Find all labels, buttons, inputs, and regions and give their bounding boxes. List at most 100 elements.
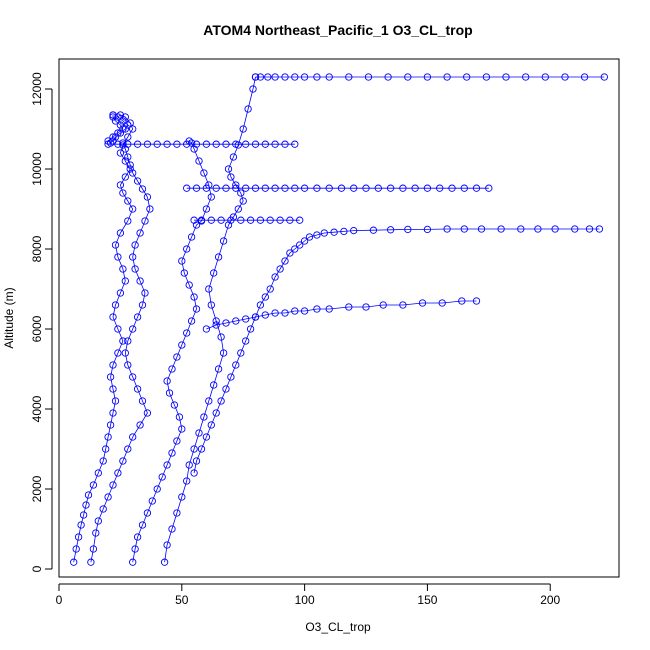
data-point — [180, 269, 188, 277]
data-point — [296, 241, 304, 249]
data-point — [192, 305, 201, 313]
data-point — [219, 349, 228, 357]
data-point — [124, 197, 132, 205]
data-point — [436, 184, 444, 192]
data-point — [138, 301, 147, 309]
data-point — [210, 381, 218, 389]
data-point — [222, 140, 230, 148]
data-point — [239, 197, 247, 205]
data-point — [183, 329, 191, 337]
data-point — [141, 289, 149, 297]
data-point — [178, 341, 186, 349]
data-point — [350, 184, 358, 192]
data-point — [119, 457, 127, 465]
data-point — [217, 216, 225, 224]
data-point — [119, 189, 127, 197]
data-point — [242, 184, 250, 192]
data-point — [463, 73, 471, 81]
data-point — [192, 140, 201, 148]
data-point — [251, 313, 260, 321]
data-point — [99, 505, 107, 513]
data-point — [202, 433, 211, 441]
data-point — [138, 521, 147, 529]
data-point — [300, 73, 309, 81]
data-point — [340, 227, 348, 236]
data-point — [585, 225, 594, 233]
data-point — [87, 558, 95, 566]
data-point — [281, 73, 289, 81]
data-point — [261, 140, 269, 148]
y-tick-label: 2000 — [30, 475, 44, 502]
data-point — [281, 309, 289, 317]
data-point — [242, 337, 250, 345]
x-tick-label: 100 — [295, 593, 315, 607]
data-point — [229, 153, 238, 161]
data-point — [497, 225, 505, 233]
data-point — [173, 509, 181, 517]
data-point — [143, 509, 152, 517]
data-point — [200, 413, 208, 421]
data-point — [126, 119, 134, 127]
plot-frame — [58, 58, 620, 578]
data-point — [291, 73, 299, 81]
data-point — [133, 533, 142, 541]
data-point — [330, 228, 338, 236]
data-point — [345, 73, 353, 81]
data-point — [109, 133, 117, 141]
data-point — [131, 241, 139, 249]
data-point — [202, 325, 211, 333]
data-point — [264, 73, 272, 81]
data-point — [291, 307, 299, 315]
data-point — [190, 216, 198, 224]
data-point — [114, 113, 122, 121]
data-point — [472, 184, 481, 192]
data-point — [124, 140, 132, 148]
data-point — [571, 225, 579, 233]
data-point — [114, 140, 122, 148]
data-point — [116, 289, 125, 297]
data-point — [242, 140, 250, 148]
data-point — [104, 140, 112, 148]
plot-area — [70, 73, 608, 566]
data-point — [109, 409, 117, 417]
data-point — [190, 293, 198, 301]
data-point — [364, 73, 373, 81]
data-point — [82, 501, 90, 509]
data-point — [222, 184, 230, 192]
data-point — [121, 157, 129, 165]
data-point — [423, 184, 432, 192]
data-point — [102, 445, 110, 453]
data-point — [350, 226, 358, 235]
data-point — [133, 313, 142, 321]
data-point — [190, 445, 198, 453]
data-point — [256, 301, 265, 309]
data-point — [237, 349, 245, 357]
data-point — [423, 73, 432, 81]
data-point — [111, 117, 120, 125]
data-point — [114, 349, 122, 357]
data-point — [443, 225, 451, 233]
data-point — [404, 73, 412, 81]
data-point — [111, 241, 120, 249]
data-point — [72, 545, 80, 553]
data-point — [242, 315, 250, 323]
data-point — [246, 216, 255, 224]
series-1 — [70, 111, 137, 566]
data-point — [207, 216, 215, 224]
data-point — [224, 221, 233, 229]
data-point — [129, 205, 137, 213]
data-point — [517, 225, 525, 233]
data-point — [305, 233, 314, 241]
data-point — [190, 145, 198, 153]
data-point — [129, 433, 137, 441]
data-point — [124, 217, 132, 225]
data-point — [418, 299, 427, 307]
data-point — [595, 225, 604, 233]
data-point — [379, 301, 387, 309]
data-point — [404, 225, 412, 234]
data-point — [124, 445, 132, 453]
data-point — [207, 421, 215, 429]
data-point — [384, 73, 392, 81]
